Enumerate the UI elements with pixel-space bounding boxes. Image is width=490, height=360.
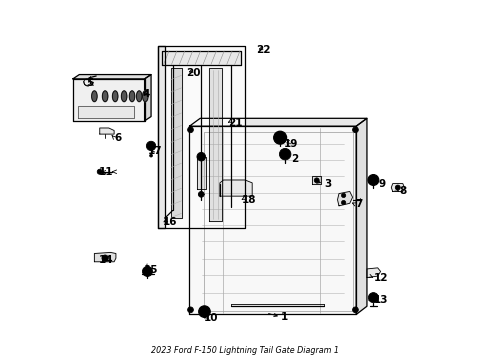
- Polygon shape: [356, 118, 367, 315]
- Circle shape: [202, 309, 207, 314]
- Circle shape: [149, 154, 152, 157]
- Polygon shape: [367, 268, 381, 278]
- Polygon shape: [197, 157, 205, 189]
- Text: 8: 8: [399, 186, 406, 197]
- Ellipse shape: [137, 91, 142, 102]
- Polygon shape: [73, 75, 151, 79]
- Polygon shape: [78, 107, 134, 118]
- Ellipse shape: [143, 91, 148, 102]
- Circle shape: [395, 185, 400, 190]
- Polygon shape: [73, 79, 145, 121]
- Circle shape: [197, 152, 205, 161]
- Text: 1: 1: [281, 312, 288, 322]
- Text: 13: 13: [373, 295, 388, 305]
- Circle shape: [97, 169, 102, 174]
- Polygon shape: [190, 118, 367, 126]
- Text: 17: 17: [147, 146, 162, 156]
- Circle shape: [143, 266, 152, 276]
- Text: 4: 4: [143, 89, 150, 99]
- Circle shape: [274, 131, 287, 144]
- Polygon shape: [209, 68, 222, 221]
- Circle shape: [147, 141, 156, 150]
- Circle shape: [102, 255, 108, 261]
- Circle shape: [353, 127, 358, 133]
- Polygon shape: [220, 180, 252, 196]
- Text: 6: 6: [114, 133, 122, 143]
- Text: 3: 3: [324, 179, 331, 189]
- Polygon shape: [190, 126, 356, 315]
- Text: 2: 2: [291, 154, 298, 164]
- Ellipse shape: [102, 91, 108, 102]
- Circle shape: [198, 192, 204, 197]
- Polygon shape: [100, 128, 114, 134]
- Text: 14: 14: [98, 255, 113, 265]
- Circle shape: [188, 307, 194, 313]
- Polygon shape: [95, 252, 116, 262]
- Polygon shape: [338, 192, 353, 206]
- Polygon shape: [392, 184, 405, 192]
- Polygon shape: [313, 176, 321, 184]
- Text: 19: 19: [283, 139, 298, 149]
- Polygon shape: [158, 45, 245, 228]
- Text: 18: 18: [242, 195, 256, 205]
- Polygon shape: [171, 68, 181, 218]
- Circle shape: [371, 177, 376, 183]
- Ellipse shape: [92, 91, 97, 102]
- Circle shape: [188, 127, 194, 133]
- Text: 2023 Ford F-150 Lightning Tail Gate Diagram 1: 2023 Ford F-150 Lightning Tail Gate Diag…: [151, 346, 339, 355]
- Ellipse shape: [129, 91, 135, 102]
- Text: 21: 21: [228, 118, 242, 128]
- Text: 5: 5: [87, 78, 94, 88]
- Circle shape: [199, 306, 210, 318]
- Text: 20: 20: [186, 68, 200, 78]
- Circle shape: [342, 193, 346, 198]
- Circle shape: [368, 175, 379, 185]
- Ellipse shape: [122, 91, 127, 102]
- Polygon shape: [145, 75, 151, 121]
- Text: 11: 11: [98, 167, 113, 177]
- Text: 16: 16: [163, 217, 178, 227]
- Text: 12: 12: [373, 273, 388, 283]
- Circle shape: [277, 135, 283, 140]
- Text: 7: 7: [355, 199, 363, 210]
- Polygon shape: [158, 45, 166, 228]
- Circle shape: [368, 293, 378, 303]
- Text: 10: 10: [204, 313, 218, 323]
- Text: 15: 15: [144, 265, 158, 275]
- Ellipse shape: [113, 91, 118, 102]
- Circle shape: [314, 178, 319, 183]
- Circle shape: [353, 307, 358, 313]
- Circle shape: [283, 152, 288, 157]
- Circle shape: [279, 148, 291, 160]
- Text: 9: 9: [378, 179, 386, 189]
- Polygon shape: [162, 51, 242, 64]
- Circle shape: [342, 201, 346, 205]
- Text: 22: 22: [256, 45, 270, 55]
